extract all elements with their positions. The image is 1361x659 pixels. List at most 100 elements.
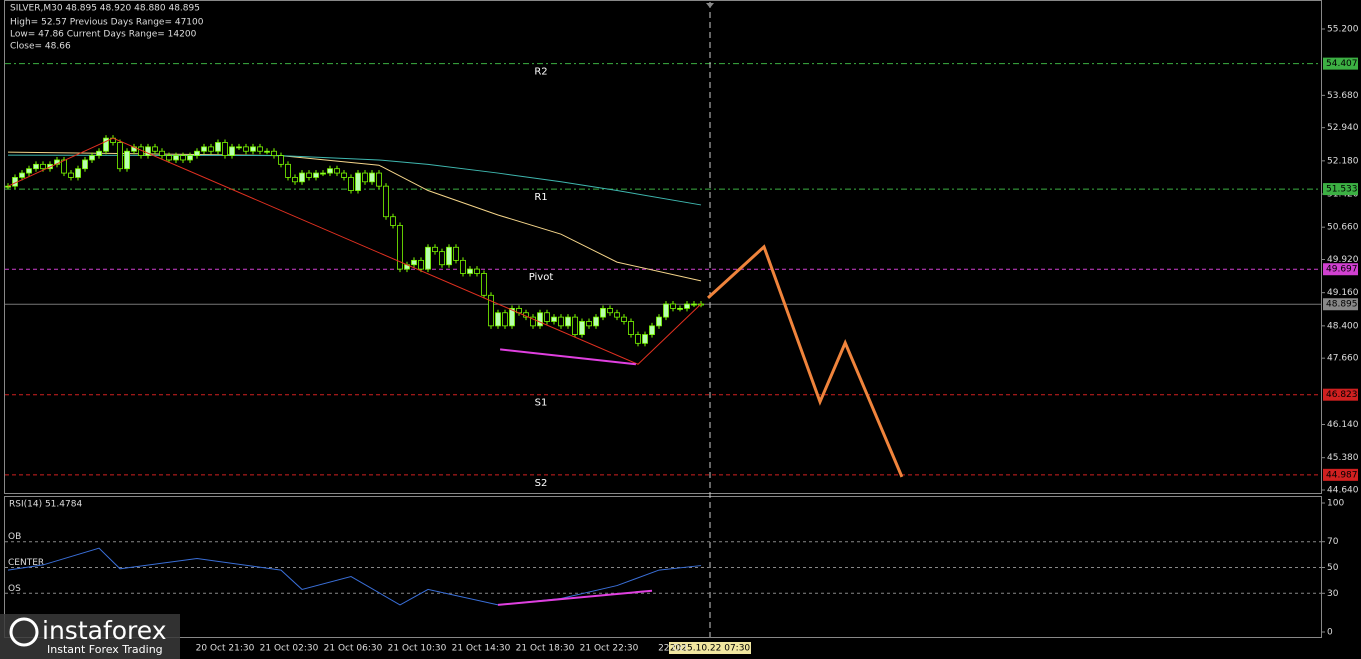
- candle-body: [446, 246, 452, 266]
- candle-body: [530, 316, 536, 327]
- candle-body: [313, 172, 319, 178]
- candle-body: [453, 246, 459, 261]
- candle-body: [390, 216, 396, 226]
- info-line: Close= 48.66: [10, 42, 71, 52]
- trendline: [500, 348, 637, 366]
- candle-body: [397, 225, 403, 270]
- candle-body: [355, 172, 361, 191]
- candle-body: [306, 172, 312, 178]
- rsi-title: RSI(14) 51.4784: [9, 500, 82, 510]
- candle-body: [257, 146, 263, 152]
- candle-body: [544, 312, 550, 322]
- x-tick-label: 21 Oct 10:30: [388, 644, 447, 654]
- rsi-tick-label: 30: [1327, 589, 1339, 599]
- candle-body: [82, 159, 88, 170]
- forecast-path: [706, 244, 904, 478]
- y-tick-label: 55.200: [1327, 25, 1359, 35]
- y-tick-label: 48.400: [1327, 321, 1359, 331]
- x-tick-label: 21 Oct 14:30: [452, 644, 511, 654]
- moving-average: [8, 151, 702, 282]
- candle-body: [96, 150, 102, 157]
- x-tick-label: 21 Oct 06:30: [324, 644, 383, 654]
- candle-body: [201, 146, 207, 152]
- candle-body: [656, 316, 662, 327]
- x-tick-label: 20 Oct 21:30: [196, 644, 255, 654]
- candle-body: [33, 163, 39, 170]
- candle-body: [481, 273, 487, 296]
- level-name: S2: [535, 478, 548, 489]
- level-tag: [1323, 263, 1358, 276]
- candle-body: [579, 321, 585, 335]
- candle-body: [376, 172, 382, 187]
- candle-body: [432, 246, 438, 253]
- level-value: 46.823: [1326, 390, 1358, 400]
- level-tag: [1323, 183, 1358, 196]
- candle-body: [187, 155, 193, 161]
- y-tick-label: 52.180: [1327, 156, 1359, 166]
- candle-body: [278, 155, 284, 165]
- level-value: 49.697: [1326, 265, 1358, 275]
- y-tick-label: 50.660: [1327, 223, 1359, 233]
- candle-body: [271, 150, 277, 157]
- moving-average: [8, 154, 702, 206]
- candle-body: [502, 312, 508, 327]
- candle-body: [19, 172, 25, 178]
- rsi-level-name: CENTER: [8, 558, 44, 568]
- candle-body: [180, 155, 186, 161]
- candle-body: [250, 146, 256, 152]
- candle-body: [649, 325, 655, 335]
- level-value: 51.533: [1326, 185, 1358, 195]
- logo-tagline: Instant Forex Trading: [47, 643, 163, 656]
- candle-body: [173, 155, 179, 161]
- level-value: 54.407: [1326, 59, 1358, 69]
- y-tick-label: 53.680: [1327, 91, 1359, 101]
- rsi-tick-label: 50: [1327, 563, 1339, 573]
- time-marker: [706, 3, 714, 8]
- info-line: SILVER,M30 48.895 48.920 48.880 48.895: [10, 4, 200, 14]
- candle-body: [334, 168, 340, 174]
- candle-body: [509, 307, 515, 327]
- candle-body: [411, 259, 417, 266]
- candle-body: [348, 177, 354, 191]
- candle-body: [159, 150, 165, 157]
- info-line: High= 52.57 Previous Days Range= 47100: [10, 18, 204, 28]
- candle-body: [677, 307, 683, 310]
- candle-body: [593, 316, 599, 327]
- current-price-label: 48.895: [1326, 300, 1358, 310]
- candle-body: [551, 316, 557, 322]
- candle-body: [236, 146, 242, 149]
- rsi-divergence: [497, 589, 653, 606]
- trendline: [7, 137, 702, 365]
- candle-body: [628, 321, 634, 335]
- candle-body: [362, 172, 368, 183]
- rsi-tick-label: 100: [1327, 499, 1344, 509]
- candle-body: [341, 172, 347, 178]
- time-label: 2025.10.22 07:30: [670, 644, 751, 654]
- level-tag: [1323, 388, 1358, 401]
- candle-body: [215, 142, 221, 152]
- candle-body: [5, 185, 11, 188]
- y-tick-label: 46.140: [1327, 420, 1359, 430]
- candle-body: [208, 146, 214, 152]
- level-name: R1: [534, 192, 547, 203]
- candle-body: [152, 146, 158, 152]
- candle-body: [691, 303, 697, 306]
- candle-body: [607, 307, 613, 314]
- candle-body: [635, 334, 641, 344]
- candle-body: [495, 312, 501, 327]
- candle-body: [565, 316, 571, 327]
- candle-body: [663, 303, 669, 318]
- candle-body: [474, 268, 480, 274]
- candle-body: [103, 137, 109, 152]
- candle-body: [586, 321, 592, 327]
- rsi-tick-label: 0: [1327, 628, 1333, 638]
- candle-body: [40, 163, 46, 170]
- candle-body: [369, 172, 375, 183]
- candle-body: [621, 316, 627, 322]
- candle-body: [68, 172, 74, 178]
- candle-body: [299, 172, 305, 183]
- rsi-line: [7, 547, 702, 606]
- candle-body: [642, 334, 648, 344]
- candle-body: [537, 312, 543, 327]
